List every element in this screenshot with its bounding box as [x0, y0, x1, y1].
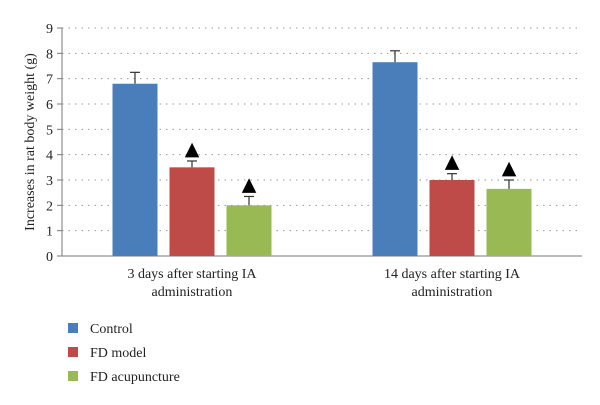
significance-marker: ▲: [445, 151, 460, 173]
bar-fd-model: [169, 167, 215, 256]
y-tick-label: 5: [46, 123, 53, 138]
grid-lines: [62, 27, 582, 232]
bar-control: [372, 62, 418, 257]
bar-fd-model: [429, 180, 475, 256]
legend-swatch: [68, 323, 78, 333]
y-tick-label: 8: [46, 47, 53, 62]
bars: ▲ ▲ ▲ ▲: [112, 50, 532, 257]
y-tick-label: 0: [46, 250, 53, 265]
legend-swatch: [68, 371, 78, 381]
bar-fd-acupuncture: [226, 205, 272, 256]
y-tick-label: 2: [46, 199, 53, 214]
x-category-label: 14 days after starting IA: [384, 267, 521, 282]
y-tick-label: 1: [46, 225, 53, 240]
x-category-label: 3 days after starting IA: [127, 267, 257, 282]
y-tick-label: 9: [46, 22, 53, 37]
x-category-label: administration: [412, 285, 493, 300]
y-axis-title: Increases in rat body weight (g): [23, 53, 38, 231]
significance-marker: ▲: [242, 173, 257, 195]
y-tick-label: 6: [46, 98, 53, 113]
y-tick-label: 4: [46, 149, 53, 164]
legend-label: FD acupuncture: [90, 370, 180, 385]
legend: Control FD model FD acupuncture: [68, 322, 180, 385]
significance-marker: ▲: [185, 138, 200, 160]
y-tick-label: 3: [46, 174, 53, 189]
significance-marker: ▲: [502, 157, 517, 179]
legend-label: FD model: [90, 346, 147, 361]
legend-swatch: [68, 347, 78, 357]
y-tick-label: 7: [46, 73, 53, 88]
legend-label: Control: [90, 322, 133, 337]
labels: 0 1 2 3 4 5 6 7 8 9 Increases in rat body weight (…: [23, 22, 521, 300]
bar-control: [112, 83, 158, 256]
bar-fd-acupuncture: [486, 188, 532, 256]
x-category-label: administration: [152, 285, 233, 300]
